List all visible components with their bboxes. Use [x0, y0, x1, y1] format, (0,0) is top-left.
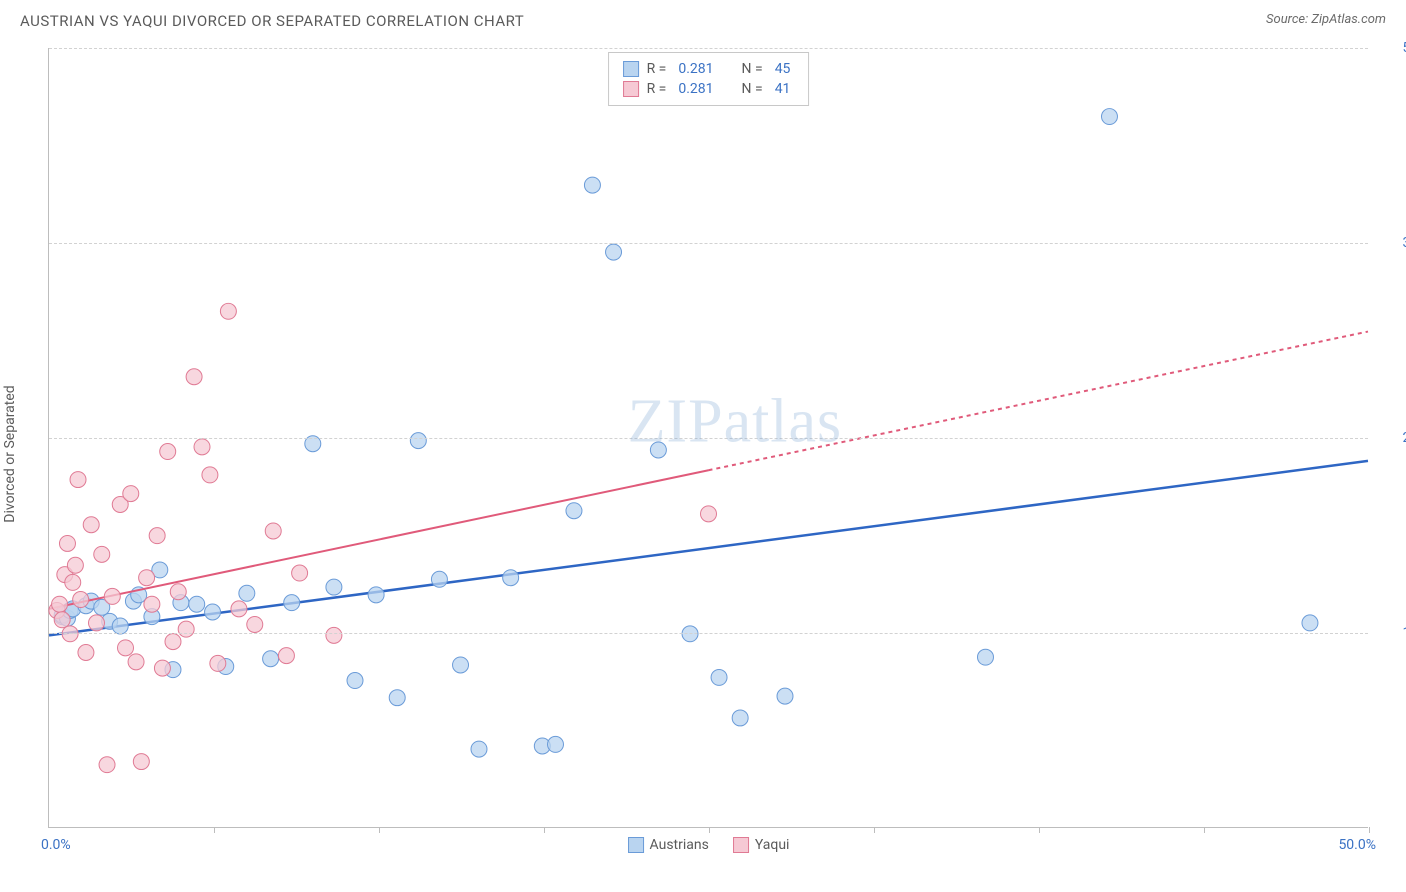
y-tick-label: 37.5%	[1376, 235, 1406, 251]
y-axis-label: Divorced or Separated	[2, 385, 18, 522]
legend-r-value: 0.281	[678, 61, 713, 77]
legend-r-label: R =	[647, 81, 667, 97]
gridline	[49, 48, 1368, 49]
x-tick	[1369, 827, 1370, 833]
legend-swatch-austrians-icon	[623, 61, 639, 77]
x-tick	[1204, 827, 1205, 833]
legend-n-value: 41	[775, 81, 791, 97]
gridline	[49, 438, 1368, 439]
legend-stats-row: R = 0.281 N = 45	[623, 59, 795, 79]
chart-header: AUSTRIAN VS YAQUI DIVORCED OR SEPARATED …	[0, 0, 1406, 38]
legend-r-label: R =	[647, 61, 667, 77]
y-tick-label: 12.5%	[1376, 625, 1406, 641]
x-tick	[874, 827, 875, 833]
legend-stats-row: R = 0.281 N = 41	[623, 79, 795, 99]
gridline	[49, 633, 1368, 634]
chart-title: AUSTRIAN VS YAQUI DIVORCED OR SEPARATED …	[20, 12, 524, 30]
y-tick-label: 25.0%	[1376, 430, 1406, 446]
x-tick	[214, 827, 215, 833]
legend-item-austrians: Austrians	[628, 837, 709, 853]
x-max-label: 50.0%	[1338, 837, 1376, 853]
legend-bottom: Austrians Yaqui	[628, 837, 790, 853]
legend-item-yaqui: Yaqui	[733, 837, 790, 853]
x-tick	[379, 827, 380, 833]
legend-n-value: 45	[775, 61, 791, 77]
x-origin-label: 0.0%	[41, 837, 71, 853]
legend-swatch-yaqui-icon	[733, 837, 749, 853]
gridline	[49, 243, 1368, 244]
legend-r-value: 0.281	[678, 81, 713, 97]
scatter-plot: R = 0.281 N = 45 R = 0.281 N = 41 ZIPatl…	[48, 48, 1368, 828]
legend-n-label: N =	[742, 81, 763, 97]
legend-swatch-austrians-icon	[628, 837, 644, 853]
x-tick	[1039, 827, 1040, 833]
legend-label: Yaqui	[755, 837, 790, 853]
legend-n-label: N =	[742, 61, 763, 77]
legend-stats-box: R = 0.281 N = 45 R = 0.281 N = 41	[608, 52, 810, 106]
chart-source: Source: ZipAtlas.com	[1266, 12, 1386, 27]
x-tick	[544, 827, 545, 833]
legend-swatch-yaqui-icon	[623, 81, 639, 97]
y-tick-label: 50.0%	[1376, 40, 1406, 56]
legend-label: Austrians	[650, 837, 709, 853]
x-tick	[709, 827, 710, 833]
